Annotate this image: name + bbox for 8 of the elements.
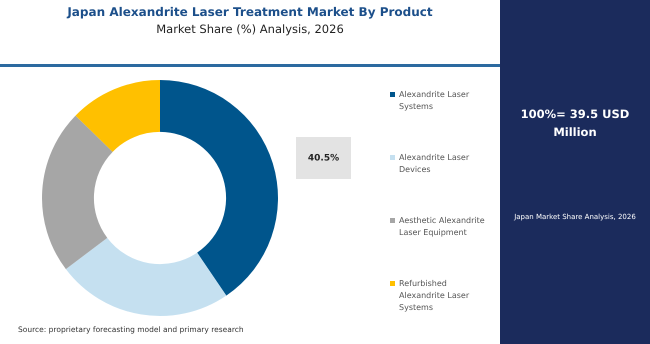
legend-label: Refurbished Alexandrite Laser Systems [399,279,470,312]
legend-label: Aesthetic Alexandrite Laser Equipment [399,216,485,237]
legend-label: Alexandrite Laser Devices [399,153,470,174]
data-label: 40.5% [308,153,340,164]
chart-title: Japan Alexandrite Laser Treatment Market By Product [66,5,434,19]
chart-subtitle: Market Share (%) Analysis, 2026 [155,22,345,36]
legend-label: Alexandrite Laser Systems [399,90,470,111]
text: 100%= 39.5 USD Million [520,106,630,141]
